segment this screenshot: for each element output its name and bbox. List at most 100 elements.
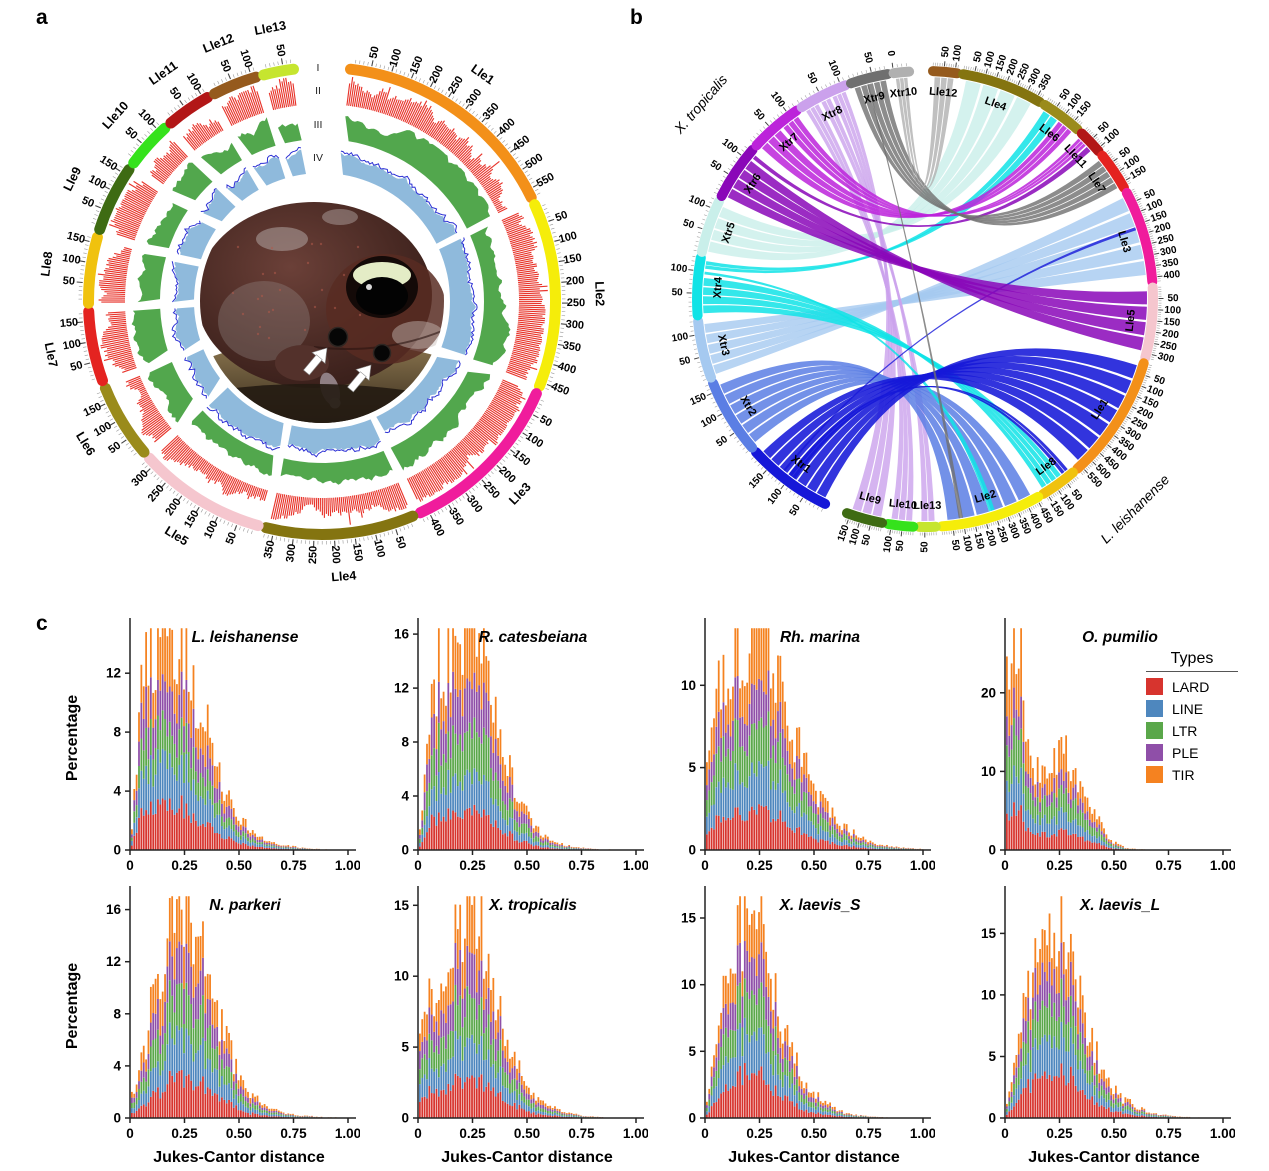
- svg-text:0: 0: [401, 1111, 409, 1126]
- svg-text:350: 350: [562, 339, 582, 354]
- ltr-color-swatch: [1146, 722, 1163, 739]
- legend-item-tir: TIR: [1146, 766, 1238, 783]
- svg-text:15: 15: [681, 911, 697, 926]
- svg-text:400: 400: [1163, 269, 1181, 282]
- svg-text:0: 0: [414, 858, 422, 873]
- legend-items: LARD LINE LTR PLE TIR: [1146, 678, 1238, 783]
- svg-text:0.75: 0.75: [568, 858, 595, 873]
- track-III-Lle9: [146, 203, 188, 249]
- svg-text:12: 12: [106, 666, 121, 681]
- svg-text:0.25: 0.25: [746, 858, 773, 873]
- synteny-ribbon-Xtr10-Lle12: [904, 77, 954, 189]
- track-III-Lle1: [345, 116, 491, 229]
- chromosome-arc-Xtr10: [888, 66, 915, 79]
- chromosome-arc-Lle8: [82, 231, 103, 309]
- synteny-ribbon-Xtr1-Lle1: [807, 355, 1132, 493]
- chromosome-arc-Lle9: [94, 164, 135, 235]
- svg-text:50: 50: [681, 218, 695, 232]
- synteny-ribbon-Xtr6-Lle5: [727, 188, 1147, 305]
- arrow-icon-2: [347, 364, 372, 393]
- svg-text:0.75: 0.75: [568, 1126, 595, 1141]
- svg-text:100: 100: [951, 44, 964, 62]
- histogram-x-tropicalis: 0 5 10 15 0 0.25 0.50 0.75 1.00 X. tropicalis Juke…: [394, 886, 648, 1166]
- svg-text:8: 8: [113, 1006, 121, 1021]
- svg-text:100: 100: [237, 48, 254, 69]
- track-II-Lle11: [182, 119, 224, 151]
- svg-text:150: 150: [689, 391, 709, 408]
- track-III-Lle4: [280, 450, 393, 485]
- svg-text:0: 0: [113, 843, 121, 858]
- chromosome-arc-Xtr3: [693, 316, 716, 383]
- svg-text:400: 400: [427, 517, 446, 539]
- svg-text:0.50: 0.50: [801, 1126, 827, 1141]
- svg-text:0: 0: [885, 50, 897, 57]
- track-numeral-III: III: [314, 119, 323, 131]
- chromosome-arc-Lle11: [1076, 128, 1104, 157]
- track-II-Lle2: [501, 212, 548, 381]
- repeat-types-legend: Types LARD LINE LTR PLE TIR: [1146, 650, 1238, 788]
- svg-text:16: 16: [394, 627, 410, 642]
- svg-text:8: 8: [401, 735, 409, 750]
- svg-text:12: 12: [394, 681, 409, 696]
- chart-title: X. tropicalis: [488, 897, 577, 914]
- svg-text:0.25: 0.25: [171, 858, 198, 873]
- svg-text:150: 150: [182, 508, 202, 530]
- svg-text:150: 150: [1149, 209, 1169, 225]
- svg-text:100: 100: [848, 527, 863, 547]
- svg-text:350: 350: [446, 506, 466, 528]
- svg-text:50: 50: [393, 535, 408, 550]
- svg-text:100: 100: [960, 534, 974, 553]
- histogram-x-laevis-s: 0 5 10 15 0 0.25 0.50 0.75 1.00 X. laevis_S Jukes-…: [681, 886, 935, 1166]
- chromosome-label-Lle12: Lle12: [929, 85, 958, 99]
- svg-text:50: 50: [224, 531, 240, 547]
- svg-text:50: 50: [678, 355, 692, 369]
- track-III-Lle6: [147, 362, 193, 423]
- svg-text:1.00: 1.00: [910, 858, 935, 873]
- svg-text:150: 150: [972, 532, 986, 551]
- arrow-icon-1: [303, 347, 328, 376]
- svg-text:0.25: 0.25: [171, 1126, 198, 1141]
- synteny-ribbon-Xtr7-Lle6: [774, 128, 1072, 217]
- synteny-ribbon-Xtr6-Lle5: [745, 161, 1144, 351]
- svg-text:200: 200: [566, 274, 585, 287]
- synteny-ribbon-Xtr6-Lle11: [752, 147, 1091, 228]
- svg-text:350: 350: [481, 101, 502, 123]
- svg-text:50: 50: [80, 195, 96, 211]
- track-IV-Lle11: [227, 169, 259, 201]
- svg-text:100: 100: [388, 47, 405, 68]
- track-numeral-I: I: [317, 62, 320, 74]
- synteny-ribbon-Xtr3-Lle3: [713, 198, 1129, 374]
- synteny-ribbon-Xtr7-Lle6: [762, 121, 1063, 219]
- chart-title: L. leishanense: [192, 629, 299, 646]
- svg-text:100: 100: [61, 252, 81, 267]
- line-color-swatch: [1146, 700, 1163, 717]
- svg-text:0: 0: [113, 1111, 121, 1126]
- frog-spot-1: [327, 326, 349, 348]
- synteny-ribbon-Xtr7-Lle11: [793, 116, 1086, 217]
- svg-text:1.00: 1.00: [910, 1126, 935, 1141]
- chromosome-arc-Lle9: [842, 508, 888, 528]
- panel-b-label: b: [630, 6, 643, 29]
- svg-text:250: 250: [307, 546, 320, 565]
- svg-text:4: 4: [401, 789, 409, 804]
- svg-text:100: 100: [202, 519, 221, 541]
- synteny-ribbon-Xtr7-Lle6: [768, 125, 1067, 218]
- legend-item-label: LARD: [1172, 678, 1210, 695]
- chromosome-arc-Lle7: [1097, 150, 1129, 193]
- track-IV-Lle2: [439, 238, 476, 355]
- chromosome-arc-Lle3: [414, 388, 542, 519]
- svg-text:0: 0: [701, 858, 709, 873]
- svg-text:0.75: 0.75: [855, 1126, 882, 1141]
- svg-text:300: 300: [284, 543, 298, 563]
- svg-text:50: 50: [537, 413, 553, 429]
- track-III-Lle2: [470, 226, 511, 366]
- chromosome-label-Lle8: Lle8: [38, 251, 55, 278]
- svg-text:150: 150: [350, 543, 364, 563]
- svg-text:300: 300: [464, 87, 485, 109]
- chromosome-label-Lle3: Lle3: [1115, 230, 1133, 254]
- svg-text:450: 450: [549, 380, 570, 398]
- svg-text:0.50: 0.50: [514, 1126, 540, 1141]
- x-axis-title: Jukes-Cantor distance: [1028, 1149, 1200, 1166]
